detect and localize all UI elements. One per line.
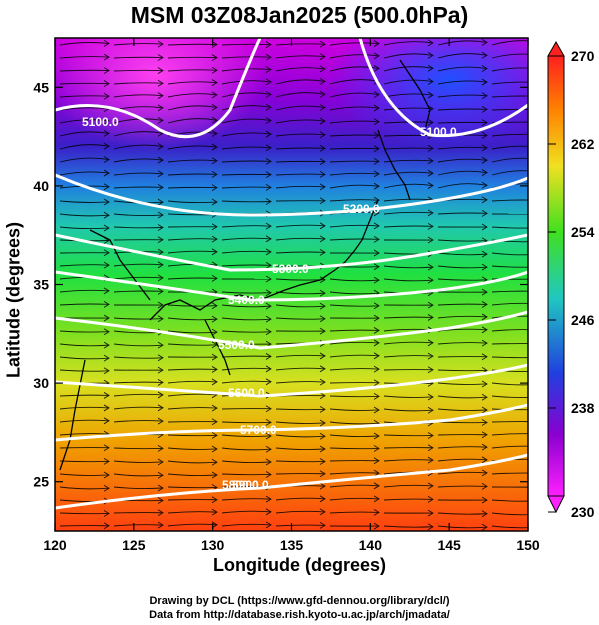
contour-label: 5400.0 [228,293,265,307]
contour-line [55,403,528,442]
y-axis: 25 30 35 40 45 [33,79,528,490]
contour-label: 5700.0 [240,423,277,437]
contour-label: 5100.0 [82,115,119,129]
y-tick-label: 25 [33,474,49,490]
contour-line [55,310,528,350]
contour-line [358,38,528,138]
wind-streamlines [59,38,528,531]
height-contours [55,38,528,510]
x-axis: 120 125 130 135 140 145 150 [43,38,540,553]
contour-line [55,38,262,139]
colorbar-tick-label: 270 [571,48,595,64]
colorbar: 270 262 254 246 238 230 [547,40,595,520]
x-axis-label: Longitude (degrees) [212,555,386,575]
colorbar-tick-label: 230 [571,504,595,520]
x-tick-label: 130 [201,537,225,553]
contour-label: 5300.0 [272,262,309,276]
y-tick-label: 40 [33,178,49,194]
contour-label: 5800.0 [222,478,259,492]
contour-label: 5600.0 [228,386,265,400]
x-tick-label: 140 [359,537,383,553]
temperature-field [55,38,528,531]
contour-line [55,453,528,510]
contour-line [55,173,528,217]
y-tick-label: 30 [33,375,49,391]
x-tick-label: 145 [437,537,461,553]
colorbar-tick-label: 246 [571,312,595,328]
contour-label: 5900.0 [232,478,269,492]
y-tick-label: 35 [33,277,49,293]
contour-line [55,270,528,302]
x-tick-label: 120 [43,537,67,553]
credit-data: Data from http://database.rish.kyoto-u.a… [149,609,450,621]
credit-drawing: Drawing by DCL (https://www.gfd-dennou.o… [149,595,450,607]
colorbar-tick-label: 238 [571,400,595,416]
y-tick-label: 45 [33,79,49,95]
coastlines [59,59,431,471]
x-tick-label: 125 [122,537,146,553]
colorbar-tick-label: 254 [571,224,595,240]
colorbar-tick-label: 262 [571,136,595,152]
contour-labels: 5100.0 5100.0 5200.0 5300.0 5400.0 5500.0 5600… [82,115,457,492]
contour-label: 5500.0 [218,338,255,352]
x-tick-label: 135 [280,537,304,553]
contour-line [55,363,528,398]
map-title: MSM 03Z08Jan2025 (500.0hPa) [130,2,469,28]
contour-label: 5200.0 [343,202,380,216]
y-axis-label: Latitude (degrees) [3,221,24,379]
x-tick-label: 150 [516,537,540,553]
contour-label: 5100.0 [420,125,457,139]
contour-line [55,233,528,272]
